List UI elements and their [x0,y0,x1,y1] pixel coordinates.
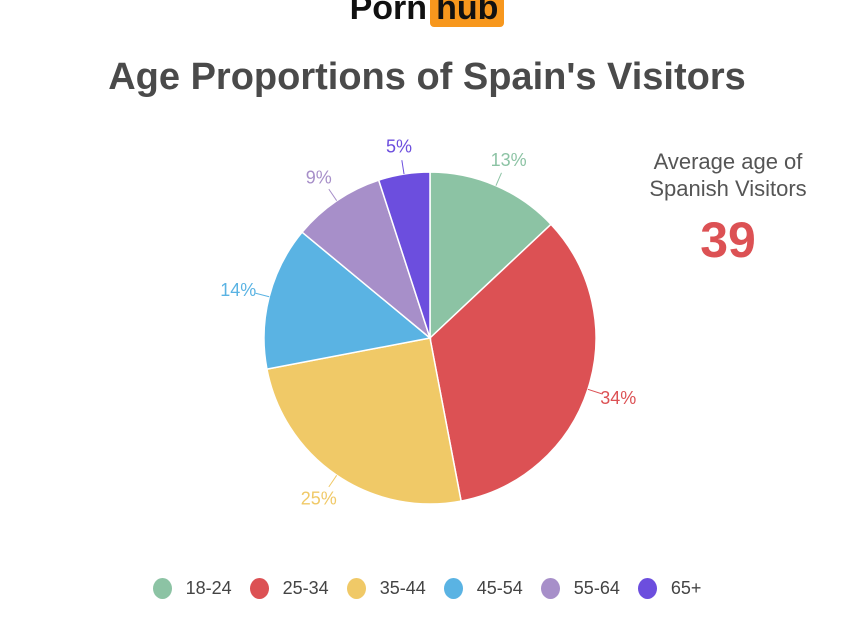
logo-badge: hub [430,0,505,27]
logo-text: Porn [349,0,428,27]
legend-dot-icon [443,578,463,599]
legend-dot-icon [346,578,366,599]
pie-slice [429,171,553,340]
pie-slice [263,231,432,370]
average-label-line1: Average age of [653,149,803,174]
legend-dot-icon [249,578,269,599]
legend-item: 18-24 [152,578,232,599]
average-age-panel: Average age of Spanish Visitors 39 [620,148,836,270]
slice-label: 25% [301,488,337,508]
legend-dot-icon [540,578,560,599]
legend-label: 25-34 [282,578,329,598]
slice-label: 34% [600,388,636,408]
average-label-line2: Spanish Visitors [649,176,807,201]
pie-slice [377,171,431,339]
legend-dot-icon [152,578,172,599]
slice-label: 13% [491,150,527,170]
legend-dot-icon [637,578,657,599]
logo: Porn hub [0,0,854,30]
legend-item: 25-34 [249,578,329,599]
chart-title: Age Proportions of Spain's Visitors [108,56,746,98]
legend-label: 18-24 [185,578,232,598]
average-age-value: 39 [700,212,756,268]
slice-label: 14% [220,280,256,300]
legend-item: 45-54 [443,578,523,599]
legend-item: 65+ [637,578,702,599]
legend-label: 45-54 [476,578,523,598]
legend-label: 35-44 [379,578,426,598]
slice-label: 5% [386,136,412,156]
legend-label: 55-64 [573,578,620,598]
pie-slice [301,179,432,341]
pie-slice [266,337,462,505]
legend-label: 65+ [670,578,702,598]
legend-item: 55-64 [540,578,620,599]
legend: 18-24 25-34 35-44 45-54 55-64 65+ [0,578,854,599]
slice-label: 9% [306,168,332,188]
legend-item: 35-44 [346,578,426,599]
